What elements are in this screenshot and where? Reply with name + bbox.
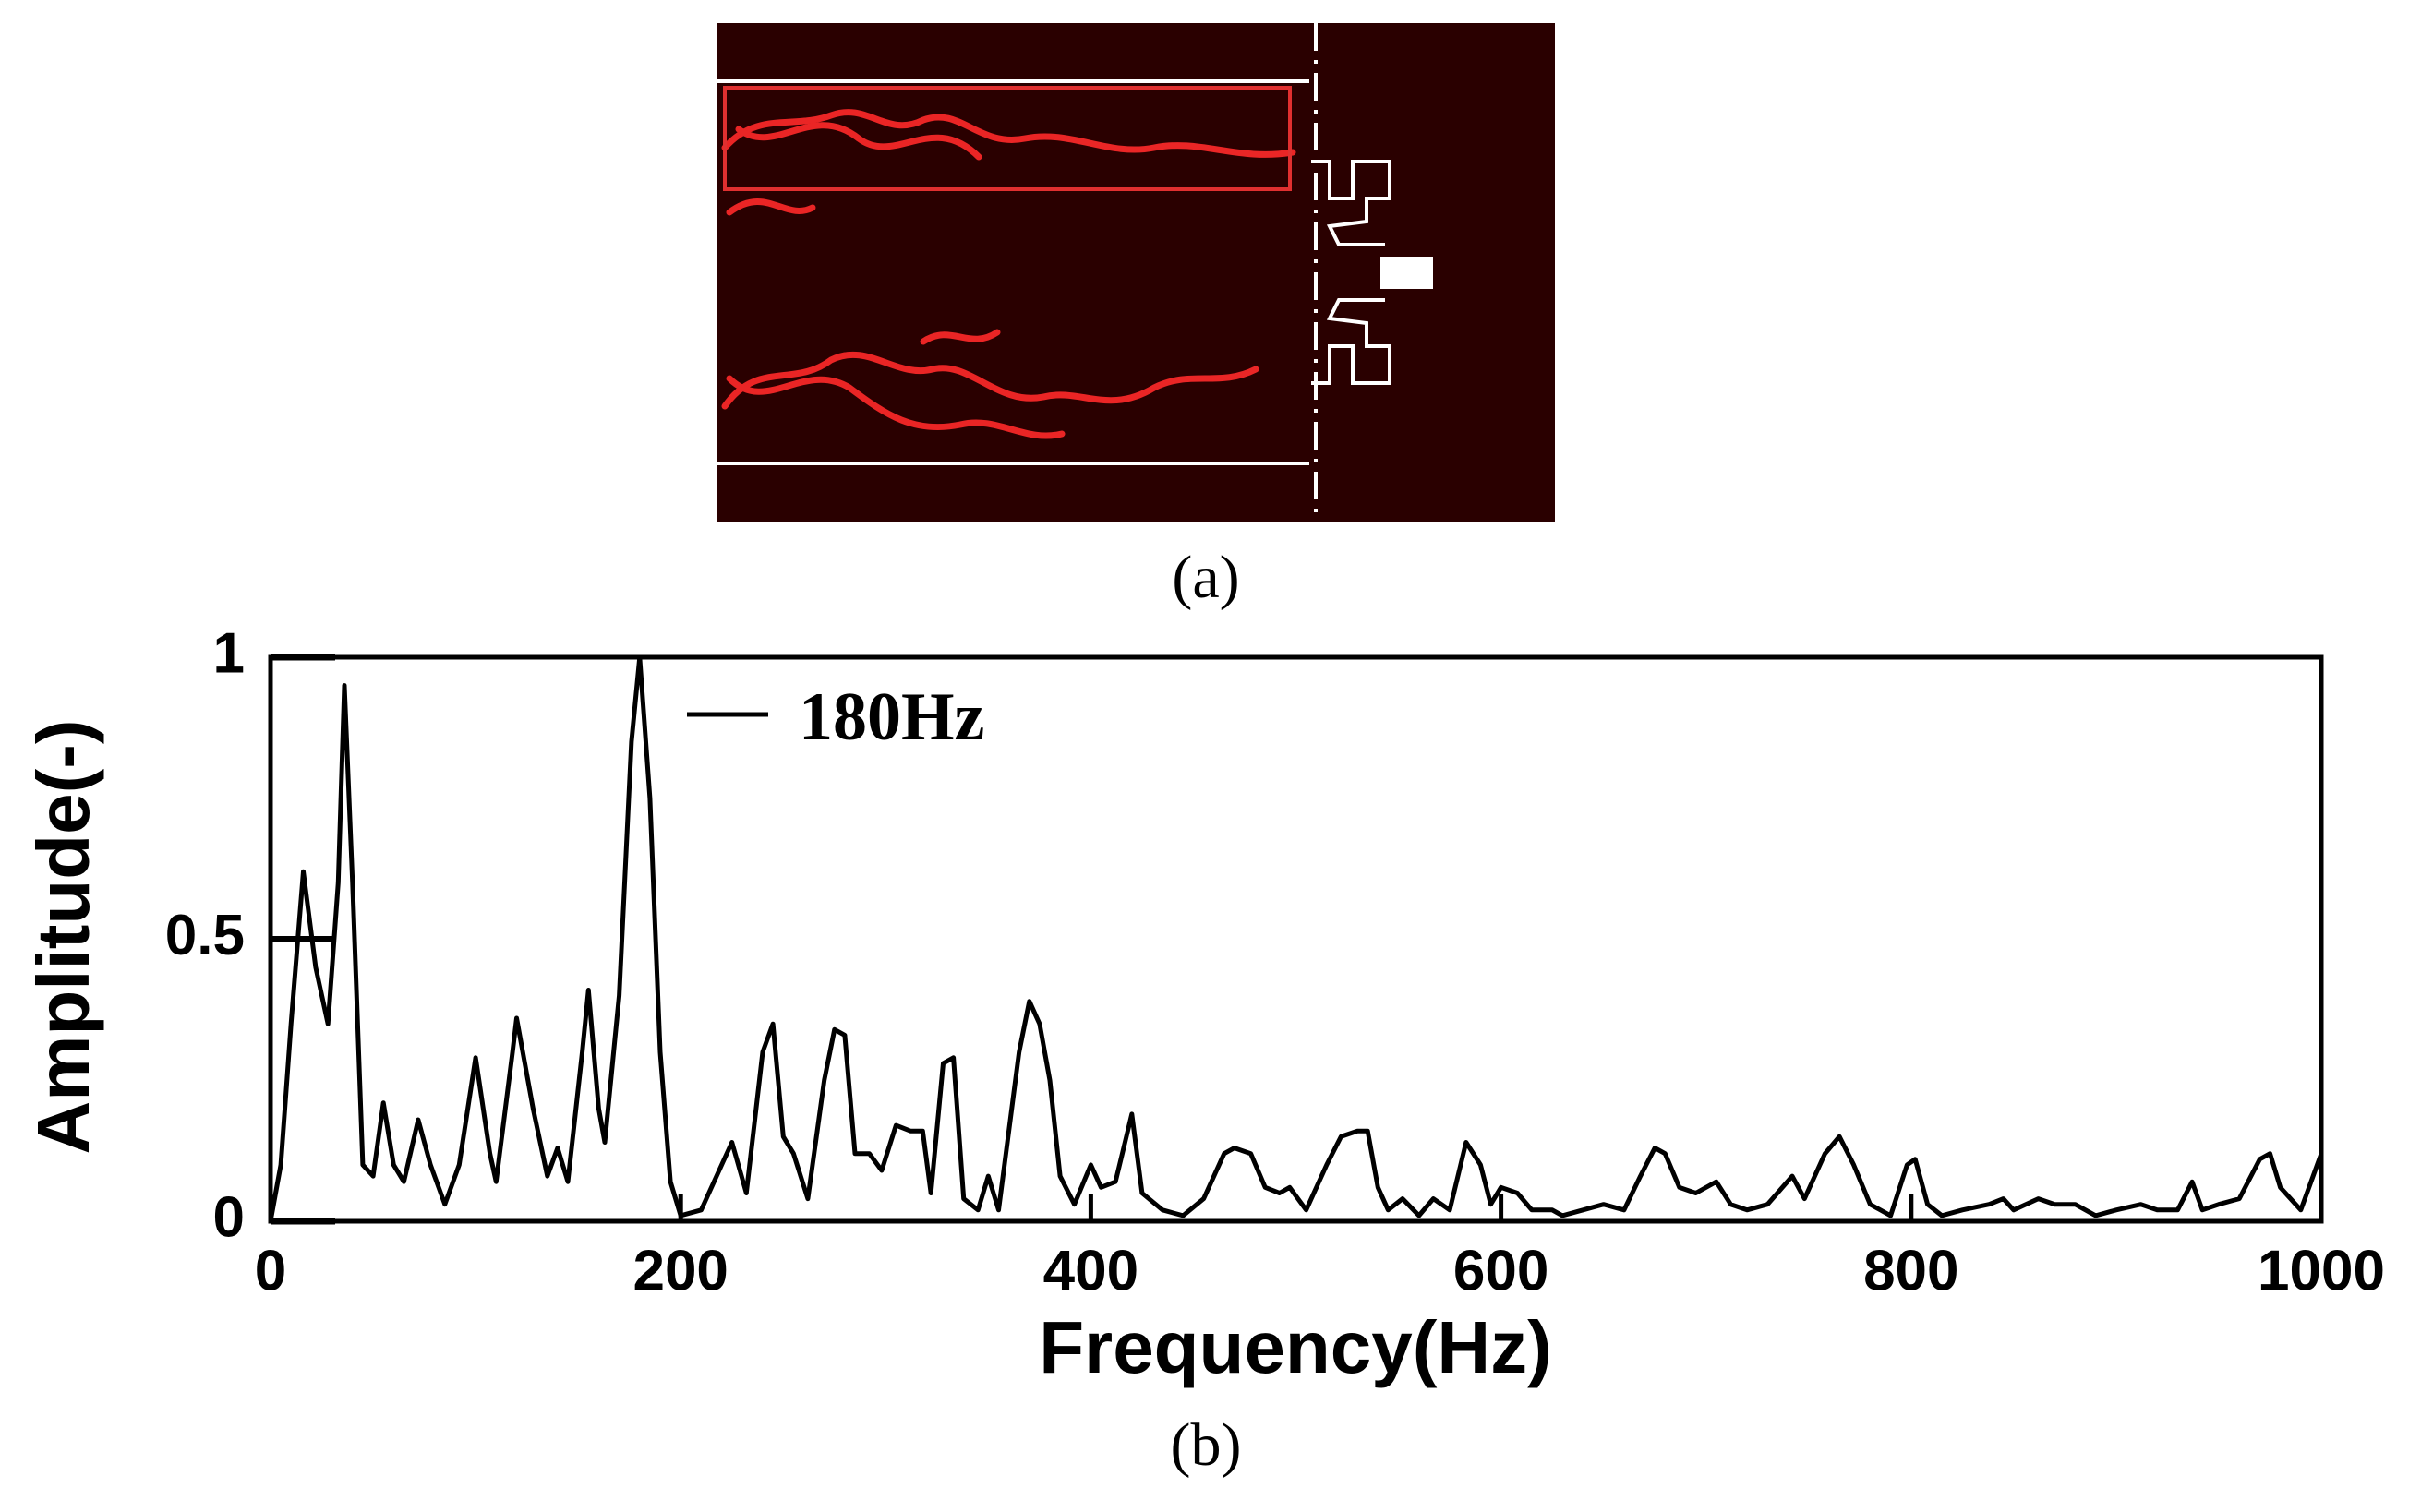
x-tick-label: 400 [1043,1239,1138,1302]
y-tick-label: 0.5 [165,904,245,967]
flame-image [712,23,1555,522]
x-tick-label: 0 [255,1239,286,1302]
y-axis-title: Amplitude(-) [22,719,104,1154]
x-axis-title: Frequency(Hz) [1039,1306,1552,1388]
annotation: 180Hz [799,679,984,755]
y-tick-label: 0 [213,1185,245,1249]
caption: (b) [1171,1411,1242,1479]
spectrum-line [268,654,2324,1222]
x-tick-label: 600 [1453,1239,1548,1302]
x-tick-label: 1000 [2258,1239,2385,1302]
y-tick-label: 1 [213,621,245,685]
plot-frame [268,654,2324,1224]
caption: (a) [1172,544,1239,611]
x-tick-label: 800 [1863,1239,1958,1302]
x-tick-label: 200 [632,1239,728,1302]
